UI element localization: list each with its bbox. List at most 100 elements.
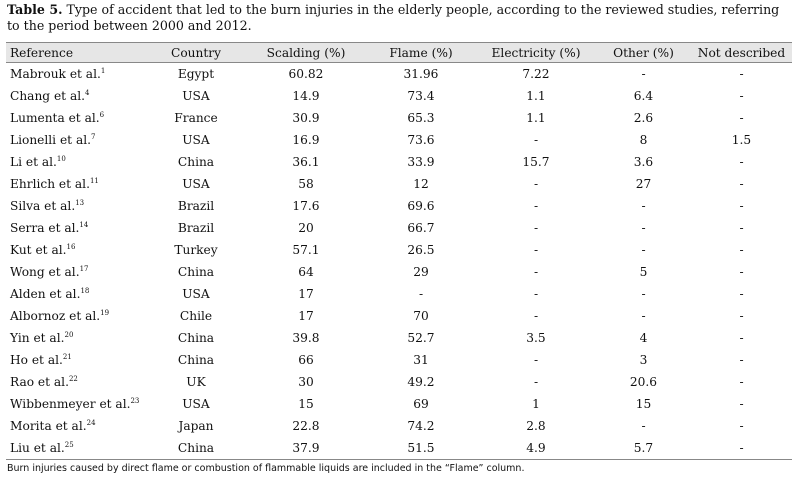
cell-reference: Ehrlich et al.11 — [6, 173, 146, 195]
cell-scalding: 57.1 — [292, 243, 320, 257]
table-row: Kut et al.16 Turkey 57.1 26.5 - - - — [6, 239, 792, 261]
cell-scalding: 16.9 — [292, 133, 320, 147]
cell-flame: 74.2 — [407, 419, 435, 433]
header-not-described: Not described — [691, 42, 792, 63]
cell-electricity: - — [533, 177, 539, 191]
cell-flame: 33.9 — [407, 155, 435, 169]
cell-flame: 26.5 — [407, 243, 435, 257]
cell-other: 4 — [639, 331, 648, 345]
cell-electricity: - — [533, 243, 539, 257]
reference-number: 7 — [90, 133, 96, 141]
reference-number: 23 — [130, 397, 140, 405]
cell-scalding: 20 — [298, 221, 314, 235]
cell-electricity: 4.9 — [476, 437, 596, 460]
cell-reference: Serra et al.14 — [6, 217, 146, 239]
cell-other: - — [641, 67, 646, 81]
cell-reference: Lumenta et al.6 — [6, 107, 146, 129]
reference-number: 20 — [64, 331, 74, 339]
cell-flame: 70 — [413, 309, 429, 323]
reference-number: 11 — [89, 177, 99, 185]
cell-country: Turkey — [174, 243, 218, 257]
cell-electricity: - — [533, 309, 539, 323]
cell-scalding: 39.8 — [292, 331, 320, 345]
cell-reference: Liu et al.25 — [6, 437, 146, 460]
cell-country: USA — [182, 287, 210, 301]
cell-electricity: 1.1 — [526, 111, 546, 125]
cell-other: 27 — [635, 177, 652, 191]
cell-country: UK — [186, 375, 206, 389]
header-scalding: Scalding (%) — [246, 42, 366, 63]
cell-other: - — [641, 221, 646, 235]
table-row: Liu et al.25 China 37.9 51.5 4.9 5.7- — [6, 437, 792, 460]
header-other: Other (%) — [596, 42, 691, 63]
cell-scalding: 14.9 — [292, 89, 320, 103]
table-row: Wibbenmeyer et al.23 USA 15 69 1 15 - — [6, 393, 792, 415]
cell-scalding: 30 — [298, 375, 314, 389]
cell-other: - — [641, 287, 646, 301]
reference-name: Liu et al. — [10, 441, 65, 455]
cell-flame: 52.7 — [407, 331, 435, 345]
table-row: Wong et al.17 China 64 29 - 5 - — [6, 261, 792, 283]
cell-not-described: - — [739, 243, 744, 257]
cell-not-described: - — [739, 155, 744, 169]
reference-number: 10 — [56, 155, 66, 163]
cell-scalding: 36.1 — [292, 155, 320, 169]
cell-scalding: 64 — [298, 265, 314, 279]
table-row: Li et al.10 China 36.1 33.9 15.7 3.6 - — [6, 151, 792, 173]
cell-other: - — [641, 243, 646, 257]
header-reference: Reference — [6, 42, 146, 63]
table-row: Lionelli et al.7 USA 16.9 73.6 - 8 1.5 — [6, 129, 792, 151]
cell-not-described: - — [739, 353, 744, 367]
table-row: Mabrouk et al.1 Egypt 60.82 31.96 7.22 - - — [6, 63, 792, 86]
cell-electricity: - — [533, 221, 539, 235]
cell-scalding: 58 — [298, 177, 314, 191]
table-row: Albornoz et al.19 Chile 17 70 - - - — [6, 305, 792, 327]
cell-reference: Albornoz et al.19 — [6, 305, 146, 327]
cell-scalding: 60.82 — [288, 67, 324, 81]
reference-number: 24 — [86, 419, 96, 427]
reference-name: Wibbenmeyer et al. — [10, 397, 131, 411]
reference-name: Chang et al. — [10, 89, 85, 103]
reference-name: Kut et al. — [10, 243, 67, 257]
cell-not-described: - — [739, 221, 744, 235]
caption-label: Table 5. — [7, 2, 63, 17]
reference-number: 1 — [100, 67, 106, 75]
reference-name: Serra et al. — [10, 221, 80, 235]
reference-number: 16 — [66, 243, 76, 251]
reference-name: Morita et al. — [10, 419, 87, 433]
cell-electricity: 1.1 — [526, 89, 546, 103]
table-row: Morita et al.24 Japan 22.8 74.2 2.8 - - — [6, 415, 792, 437]
cell-flame: 51.5 — [366, 437, 476, 460]
cell-not-described: - — [739, 331, 744, 345]
cell-country: USA — [182, 133, 210, 147]
table-row: Rao et al.22 UK 30 49.2 - 20.6 - — [6, 371, 792, 393]
cell-flame: 73.6 — [407, 133, 435, 147]
cell-country: USA — [182, 89, 210, 103]
cell-not-described: - — [739, 111, 744, 125]
cell-flame: - — [418, 287, 424, 301]
cell-flame: 29 — [413, 265, 429, 279]
cell-flame: 12 — [413, 177, 429, 191]
cell-country: Brazil — [177, 221, 215, 235]
reference-name: Rao et al. — [10, 375, 69, 389]
cell-reference: Li et al.10 — [6, 151, 146, 173]
cell-flame: 66.7 — [407, 221, 435, 235]
table-row: Lumenta et al.6 France 30.9 65.3 1.1 2.6 - — [6, 107, 792, 129]
cell-reference: Lionelli et al.7 — [6, 129, 146, 151]
cell-country: France — [174, 111, 218, 125]
table-row: Chang et al.4 USA 14.9 73.4 1.1 6.4 - — [6, 85, 792, 107]
burn-injury-table: Reference Country Scalding (%) Flame (%)… — [6, 42, 792, 460]
cell-reference: Chang et al.4 — [6, 85, 146, 107]
cell-country: China — [177, 353, 215, 367]
reference-number: 4 — [85, 89, 90, 97]
cell-electricity: - — [533, 133, 539, 147]
cell-flame: 73.4 — [407, 89, 435, 103]
cell-reference: Yin et al.20 — [6, 327, 146, 349]
cell-country: Japan — [178, 419, 214, 433]
cell-other: 5 — [639, 265, 648, 279]
table-header-row: Reference Country Scalding (%) Flame (%)… — [6, 42, 792, 63]
cell-flame: 31 — [413, 353, 429, 367]
cell-reference: Ho et al.21 — [6, 349, 146, 371]
reference-number: 22 — [68, 375, 78, 383]
table-footnote: Burn injuries caused by direct flame or … — [7, 463, 525, 474]
